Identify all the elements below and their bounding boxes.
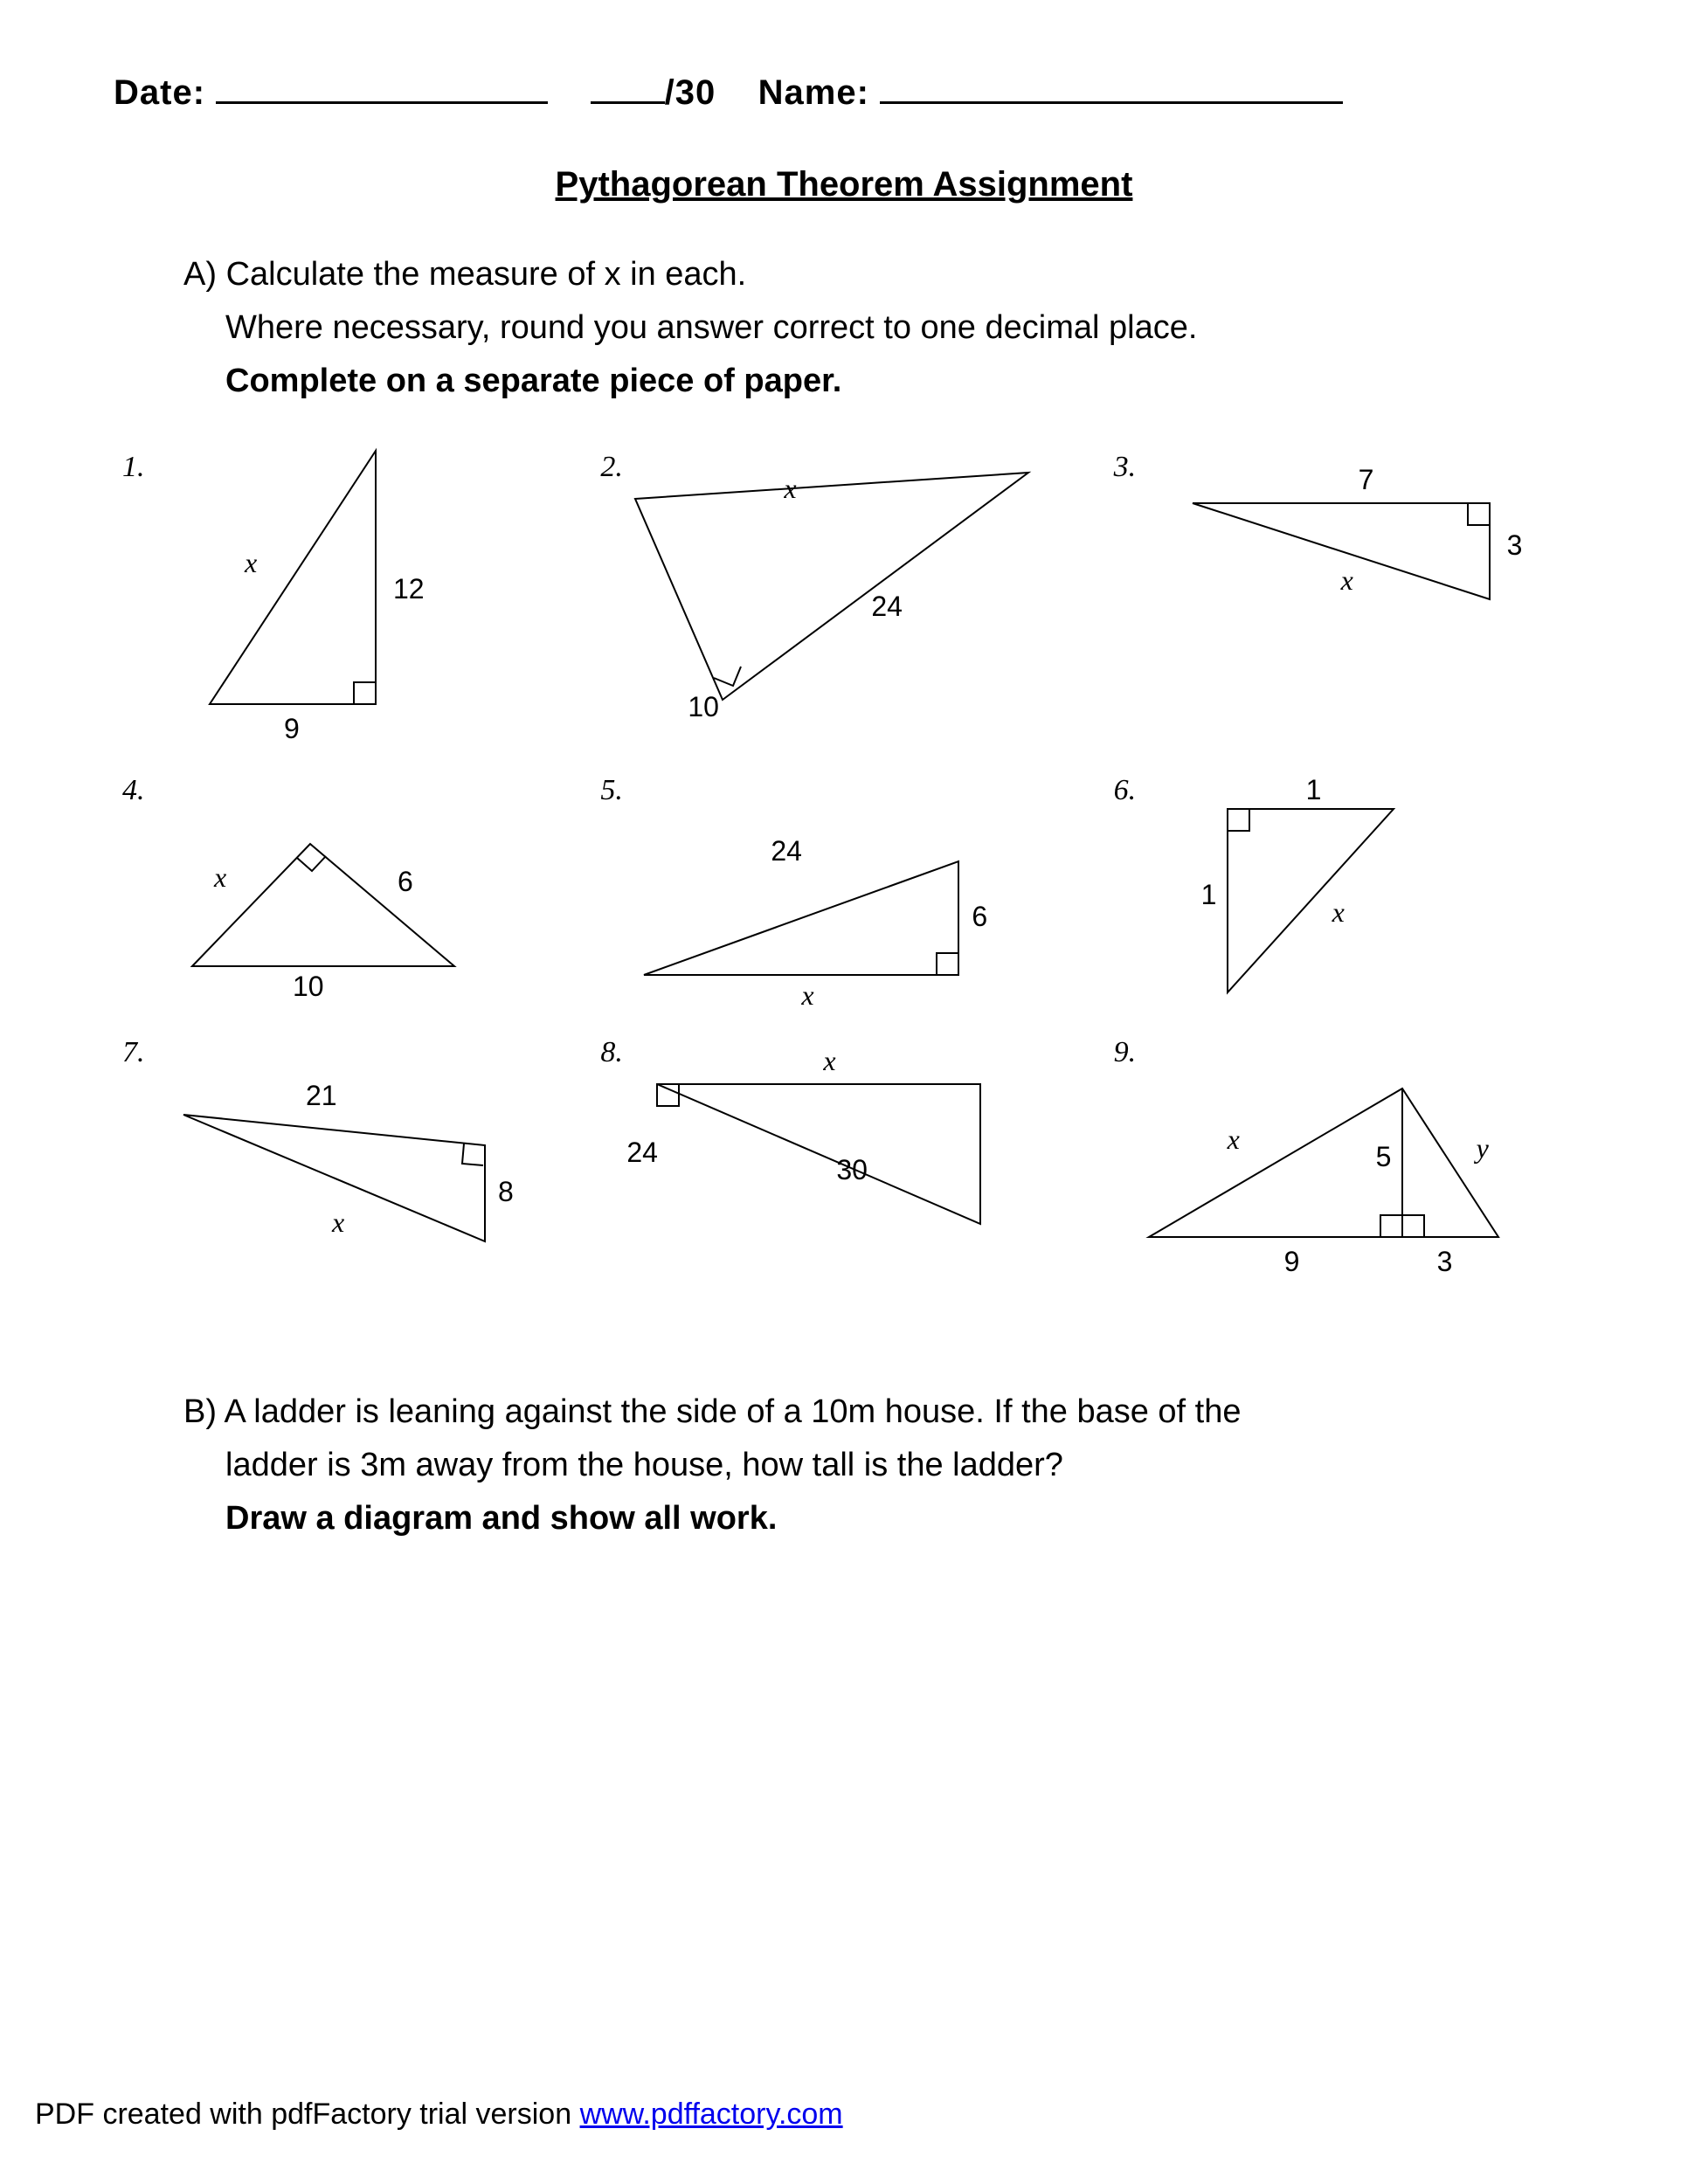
problem-number: 4. — [122, 774, 145, 807]
label-a: 1 — [1306, 774, 1322, 806]
section-b-line1: A ladder is leaning against the side of … — [224, 1393, 1241, 1430]
section-b-prefix: B) — [183, 1393, 217, 1430]
problems-grid: 1. x 12 9 2. x 24 10 3. — [114, 442, 1574, 1289]
problem-2: 2. x 24 10 — [600, 442, 1087, 757]
section-b: B) A ladder is leaning against the side … — [183, 1386, 1574, 1545]
label-x: x — [245, 547, 257, 579]
label-b: 1 — [1201, 879, 1217, 911]
name-blank — [880, 70, 1343, 104]
label-b: 9 — [284, 713, 300, 745]
section-a-line3: Complete on a separate piece of paper. — [225, 355, 841, 408]
label-x: x — [784, 473, 796, 505]
problem-number: 6. — [1114, 774, 1137, 807]
section-a: A) Calculate the measure of x in each. W… — [183, 248, 1574, 407]
label-b: 3 — [1507, 529, 1523, 562]
label-b: 8 — [498, 1176, 514, 1208]
problem-1: 1. x 12 9 — [114, 442, 600, 757]
label-b: 6 — [972, 901, 987, 933]
date-label: Date: — [114, 73, 205, 112]
label-y: y — [1477, 1132, 1489, 1165]
page-title: Pythagorean Theorem Assignment — [114, 165, 1574, 204]
triangle-3 — [1175, 486, 1542, 660]
label-x: x — [823, 1045, 835, 1077]
label-a: 24 — [626, 1137, 658, 1169]
footer-text: PDF created with pdfFactory trial versio… — [35, 2098, 580, 2131]
label-a: 24 — [871, 591, 903, 623]
footer-link[interactable]: www.pdffactory.com — [580, 2098, 843, 2131]
problem-6: 6. 1 1 x — [1088, 774, 1574, 1019]
label-b: 10 — [293, 971, 324, 1003]
section-a-prefix: A) — [183, 256, 217, 293]
label-x: x — [332, 1206, 344, 1239]
label-a: 21 — [306, 1080, 337, 1112]
problem-number: 5. — [600, 774, 623, 807]
pdf-footer: PDF created with pdfFactory trial versio… — [35, 2098, 843, 2132]
section-b-line2: ladder is 3m away from the house, how ta… — [225, 1439, 1063, 1492]
problem-4: 4. x 6 10 — [114, 774, 600, 1019]
header-row: Date: /30 Name: — [114, 70, 1574, 113]
label-a: 7 — [1359, 464, 1374, 496]
score-suffix: /30 — [665, 73, 716, 112]
label-a: 24 — [771, 835, 802, 867]
triangle-7 — [166, 1071, 533, 1254]
label-a: 6 — [398, 866, 413, 898]
problem-9: 9. x y 5 9 3 — [1088, 1036, 1574, 1289]
problem-8: 8. x 24 30 — [600, 1036, 1087, 1289]
label-a: 12 — [393, 573, 425, 605]
problem-number: 7. — [122, 1036, 145, 1069]
triangle-4 — [166, 826, 498, 1001]
triangle-5 — [626, 826, 1011, 1001]
label-b: 9 — [1284, 1246, 1300, 1278]
label-x: x — [1228, 1123, 1240, 1156]
label-b: 10 — [688, 691, 719, 723]
triangle-2 — [618, 455, 1055, 735]
label-a: 5 — [1376, 1141, 1392, 1173]
label-x: x — [801, 979, 813, 1012]
triangle-6 — [1201, 791, 1446, 1019]
problem-5: 5. 24 6 x — [600, 774, 1087, 1019]
label-b: 30 — [836, 1154, 868, 1186]
section-a-line2: Where necessary, round you answer correc… — [225, 301, 1197, 355]
score-blank — [591, 70, 665, 104]
section-b-line3: Draw a diagram and show all work. — [225, 1492, 777, 1545]
label-x: x — [1332, 896, 1345, 929]
label-x: x — [214, 861, 226, 894]
triangle-8 — [631, 1058, 1015, 1250]
triangle-9 — [1131, 1062, 1533, 1263]
section-a-line1: Calculate the measure of x in each. — [226, 256, 747, 293]
problem-number: 1. — [122, 451, 145, 484]
date-blank — [216, 70, 548, 104]
worksheet-page: Date: /30 Name: Pythagorean Theorem Assi… — [0, 0, 1688, 2184]
problem-number: 3. — [1114, 451, 1137, 484]
label-x: x — [1341, 564, 1353, 597]
problem-7: 7. 21 8 x — [114, 1036, 600, 1289]
problem-3: 3. 7 3 x — [1088, 442, 1574, 757]
name-label: Name: — [758, 73, 869, 112]
label-c: 3 — [1437, 1246, 1453, 1278]
problem-number: 8. — [600, 1036, 623, 1069]
